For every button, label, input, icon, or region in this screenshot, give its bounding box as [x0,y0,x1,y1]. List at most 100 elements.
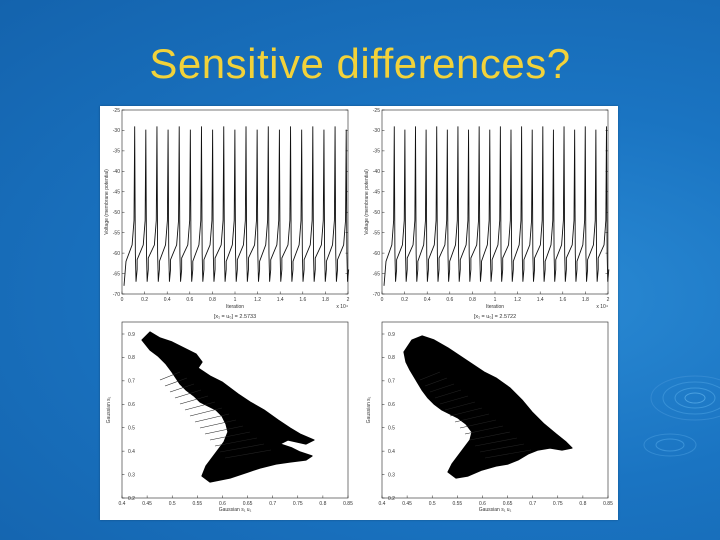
y-tick-label: -45 [373,190,380,196]
y-axis-label: Voltage (membrane potential) [104,169,110,235]
y-tick-label: -35 [373,149,380,155]
x-tick-label: 1 [234,297,237,303]
x-tick-label: 0.75 [293,501,303,507]
plot-frame [381,109,609,295]
x-tick-label: 0.55 [452,501,462,507]
x-tick-label: 0.4 [424,297,431,303]
y-tick-label: 0.6 [388,402,395,408]
trajectory-detail [159,371,181,381]
x-tick-label: 0.75 [553,501,563,507]
y-tick-label: 0.8 [128,355,135,361]
y-tick-label: 0.4 [388,449,395,455]
trajectory-detail [224,449,272,459]
x-tick-label: 0.65 [503,501,513,507]
trajectory-detail [454,413,490,423]
voltage-trace [123,126,350,286]
y-tick-label: 0.7 [388,379,395,385]
x-tick-label: 0.8 [319,501,326,507]
y-tick-label: 0.7 [128,379,135,385]
trajectory-detail [439,395,469,405]
x-tick-label: 1.2 [514,297,521,303]
x-tick-label: 1.4 [277,297,284,303]
x-axis-label: Iteration [486,304,504,310]
y-tick-label: 0.8 [388,355,395,361]
y-tick-label: -70 [373,292,380,298]
x-tick-label: 0.45 [142,501,152,507]
voltage-plot-right: -25 -30 -35 -40 -45 -50 -55 -60 -65 -70 0 0.2 0.4 0.6… [360,106,618,316]
y-tick-label: -50 [373,210,380,216]
trajectory-detail [179,395,209,405]
trajectory-detail [459,419,497,429]
x-tick-label: 0.6 [186,297,193,303]
trajectory-detail [419,371,441,381]
y-tick-label: -25 [113,108,120,114]
y-tick-label: -60 [373,251,380,257]
trajectory-detail [469,431,511,441]
attractor-plot-left: [x₁ = u₀] = 2.5733 0.9 0.8 0.7 0.6 0.5 0.4 0.3 0… [100,310,360,520]
water-ripple-decoration [640,370,720,465]
trajectory-detail [199,419,237,429]
x-axis-label: Gaussian s₁ u₁ [479,507,512,513]
trajectory-detail [479,443,525,453]
y-tick-label: -65 [373,271,380,277]
y-tick-label: -70 [113,292,120,298]
x-tick-label: 0.85 [603,501,613,507]
trajectory-detail [434,389,462,399]
y-axis-label: Voltage (membrane potential) [364,169,370,235]
voltage-trace [383,126,610,286]
y-tick-label: -35 [113,149,120,155]
y-axis-label: Gaussian s₁ [106,396,112,423]
x-axis-label: Iteration [226,304,244,310]
trajectory-detail [474,437,518,447]
plot-subtitle: [x₁ = u₀] = 2.5722 [474,314,516,320]
y-tick-label: 0.9 [388,332,395,338]
x-tick-label: 0.5 [429,501,436,507]
trajectory-detail [169,383,195,393]
y-tick-label: 0.9 [128,332,135,338]
trajectory-detail [174,389,202,399]
y-tick-label: -30 [113,128,120,134]
x-tick-label: 1.6 [559,297,566,303]
y-axis-label: Gaussian s₁ [366,396,372,423]
x-tick-label: 1.8 [582,297,589,303]
y-tick-label: 0.6 [128,402,135,408]
trajectory-detail [449,407,483,417]
attractor-trajectory [403,335,573,479]
x-tick-label: 0.4 [379,501,386,507]
x-tick-label: 0.8 [579,501,586,507]
y-tick-label: 0.2 [388,496,395,502]
x-tick-label: 0.6 [446,297,453,303]
trajectory-detail [429,383,455,393]
trajectory-detail [189,407,223,417]
trajectory-detail [204,425,244,435]
trajectory-detail [484,449,532,459]
trajectory-detail [444,401,476,411]
x-tick-label: 0.2 [141,297,148,303]
x-axis-label: Gaussian s₁ u₁ [219,507,252,513]
x-tick-label: 1.4 [537,297,544,303]
x-axis-multiplier: x 10⁴ [336,304,348,310]
trajectory-detail [424,377,448,387]
y-tick-label: -40 [373,169,380,175]
y-tick-label: -65 [113,271,120,277]
y-tick-label: -50 [113,210,120,216]
y-tick-label: -60 [113,251,120,257]
y-tick-label: -55 [373,230,380,236]
x-tick-label: 0 [381,297,384,303]
x-tick-label: 0.85 [343,501,353,507]
trajectory-detail [184,401,216,411]
y-tick-label: 0.4 [128,449,135,455]
slide-title: Sensitive differences? [149,40,571,87]
x-tick-label: 1.6 [299,297,306,303]
x-tick-label: 0 [121,297,124,303]
x-tick-label: 0.8 [469,297,476,303]
y-tick-label: 0.5 [388,426,395,432]
trajectory-detail [209,431,251,441]
attractor-trajectory [141,331,315,483]
x-tick-label: 0.55 [192,501,202,507]
y-tick-label: 0.3 [388,472,395,478]
trajectory-detail [214,437,258,447]
x-tick-label: 1.8 [322,297,329,303]
x-tick-label: 0.8 [209,297,216,303]
x-tick-label: 2 [347,297,350,303]
